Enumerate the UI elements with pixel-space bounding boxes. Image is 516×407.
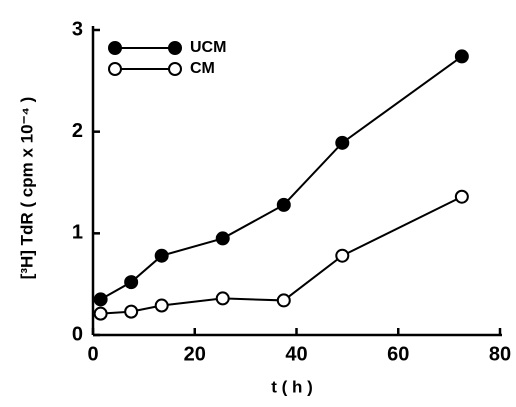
point <box>276 197 291 212</box>
y-tick-label: 2 <box>72 120 83 142</box>
legend-label: UCM <box>190 39 226 56</box>
point <box>454 49 469 64</box>
x-tick-label: 20 <box>184 343 206 365</box>
x-tick-label: 0 <box>87 343 98 365</box>
legend-label: CM <box>190 60 215 77</box>
legend-marker <box>108 41 122 55</box>
series-line <box>100 55 463 301</box>
x-tick-label: 80 <box>489 343 511 365</box>
point <box>276 293 291 308</box>
y-tick-label: 3 <box>72 18 83 40</box>
point <box>154 248 169 263</box>
point <box>124 304 139 319</box>
x-axis-label: t ( h ) <box>271 377 313 396</box>
point <box>335 135 350 150</box>
legend-marker <box>168 41 182 55</box>
point <box>215 231 230 246</box>
point <box>154 298 169 313</box>
point <box>93 306 108 321</box>
legend-marker <box>108 62 122 76</box>
point <box>335 248 350 263</box>
y-axis-label: [³H] TdR ( cpm x 10⁻⁴ ) <box>17 97 36 280</box>
point <box>124 275 139 290</box>
y-tick-label: 1 <box>72 222 83 244</box>
point <box>454 189 469 204</box>
point <box>215 291 230 306</box>
legend-marker <box>168 62 182 76</box>
x-tick-label: 60 <box>387 343 409 365</box>
y-tick-label: 0 <box>72 323 83 345</box>
x-tick-label: 40 <box>285 343 307 365</box>
point <box>93 292 108 307</box>
